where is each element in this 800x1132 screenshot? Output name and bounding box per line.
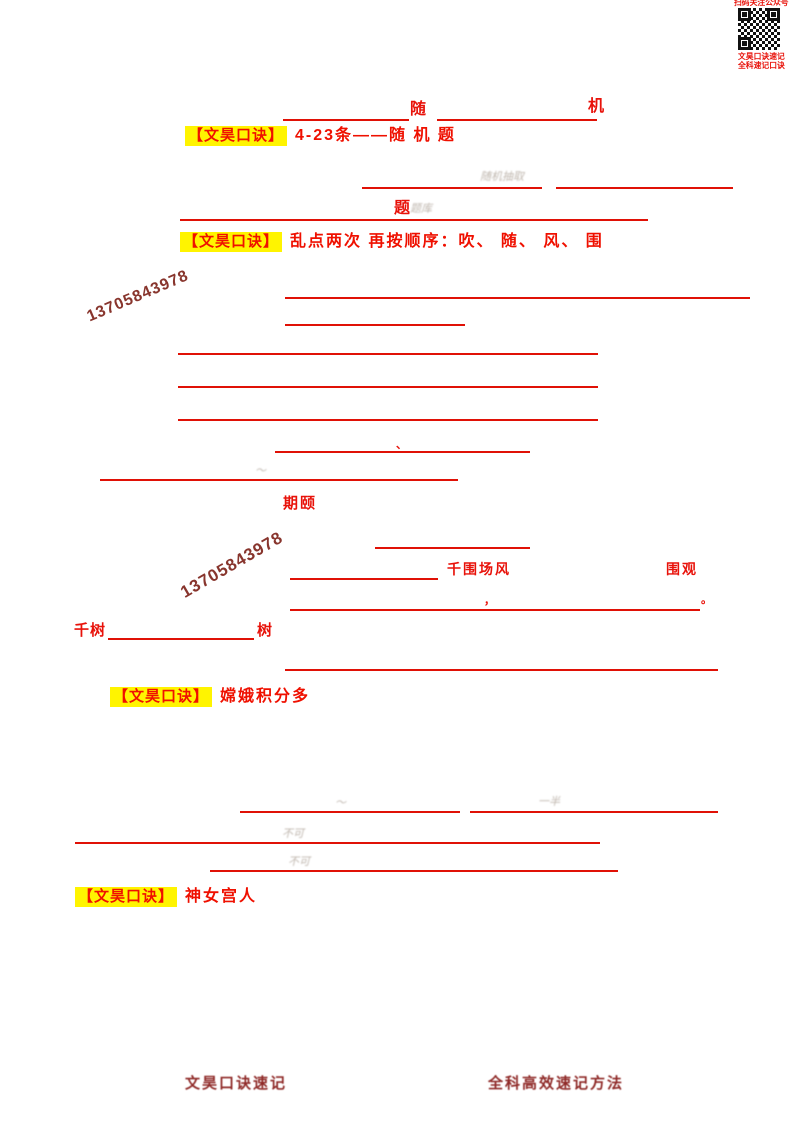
answer-punctuation: ， <box>484 595 495 607</box>
footer-brand-right: 全科高效速记方法 <box>488 1075 625 1092</box>
answer-blank-line <box>210 870 618 872</box>
answer-blank-line <box>285 669 718 671</box>
answer-phrase: 围观 <box>666 561 698 577</box>
answer-blank-line <box>275 451 530 453</box>
mnemonic-tag: 【文昊口诀】 <box>180 232 283 252</box>
answer-blank-line <box>285 297 750 299</box>
mnemonic-text: 4-23条——随 机 题 <box>295 127 456 144</box>
qr-finder-icon <box>738 37 751 50</box>
answer-blank-line <box>290 609 700 611</box>
answer-blank-line <box>108 638 254 640</box>
mnemonic-row: 【文昊口诀】 乱点两次 再按顺序：吹、 随、 风、 围 <box>180 232 604 252</box>
qr-finder-icon <box>767 8 780 21</box>
qr-caption-top: 扫码关注公众号 <box>734 0 789 8</box>
answer-blank-line <box>75 842 600 844</box>
answer-term: 期颐 <box>283 495 318 512</box>
answer-punctuation: 、 <box>396 439 407 451</box>
mnemonic-text: 乱点两次 再按顺序：吹、 随、 风、 围 <box>290 233 604 250</box>
mnemonic-row: 【文昊口诀】 嫦娥积分多 <box>110 687 310 707</box>
answer-blank-line <box>375 547 530 549</box>
answer-blank-line <box>100 479 458 481</box>
answer-blank-line <box>290 578 438 580</box>
faint-handwriting: 随机抽取 <box>480 171 524 183</box>
answer-blank-line <box>285 324 465 326</box>
answer-blank-line <box>178 419 598 421</box>
answer-punctuation: 。 <box>701 594 712 606</box>
answer-blank-line <box>178 353 598 355</box>
answer-blank-line <box>437 119 597 121</box>
faint-handwriting: 不可 <box>282 828 304 840</box>
faint-handwriting: ～ <box>255 465 266 477</box>
answer-character: 随 <box>410 101 427 118</box>
qr-caption-bottom-2: 全科速记口诀 <box>738 62 785 71</box>
footer-brand-left: 文昊口诀速记 <box>185 1075 288 1092</box>
answer-blank-line <box>283 119 409 121</box>
watermark-phone-number: 13705843978 <box>177 527 287 602</box>
answer-character: 机 <box>588 98 605 115</box>
watermark-phone-number: 13705843978 <box>84 267 192 326</box>
faint-handwriting: ～ <box>335 797 346 809</box>
faint-handwriting: 一半 <box>538 796 560 808</box>
faint-handwriting: 题库 <box>410 203 432 215</box>
faint-handwriting: 不可 <box>288 856 310 868</box>
answer-blank-line <box>240 811 460 813</box>
answer-blank-line <box>178 386 598 388</box>
answer-blank-line <box>556 187 733 189</box>
mnemonic-row: 【文昊口诀】 神女宫人 <box>75 887 257 907</box>
mnemonic-text: 神女宫人 <box>185 888 258 905</box>
answer-blank-line <box>362 187 542 189</box>
answer-blank-line <box>180 219 648 221</box>
mnemonic-text: 嫦娥积分多 <box>220 688 311 705</box>
answer-phrase: 千树 <box>74 622 107 639</box>
mnemonic-row: 【文昊口诀】 4-23条——随 机 题 <box>185 126 456 146</box>
answer-character: 题 <box>394 200 411 217</box>
qr-finder-icon <box>738 8 751 21</box>
mnemonic-tag: 【文昊口诀】 <box>185 126 288 146</box>
answer-character: 树 <box>257 622 273 639</box>
answer-phrase: 千围场风 <box>447 561 511 577</box>
qr-code <box>736 6 782 52</box>
qr-caption-bottom-1: 文昊口诀速记 <box>738 53 785 62</box>
mnemonic-tag: 【文昊口诀】 <box>75 887 178 907</box>
mnemonic-tag: 【文昊口诀】 <box>110 687 213 707</box>
answer-blank-line <box>470 811 718 813</box>
